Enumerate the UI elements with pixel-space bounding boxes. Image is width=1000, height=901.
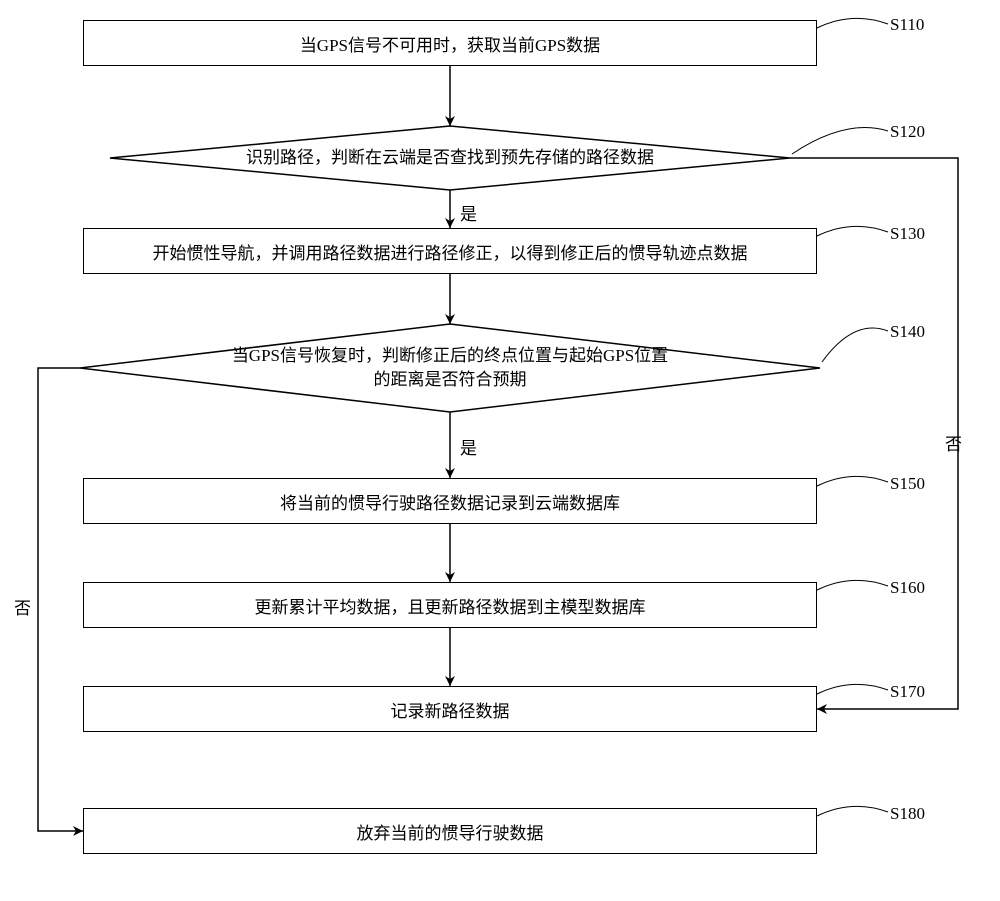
process-s170: 记录新路径数据 <box>83 686 817 732</box>
process-s160-text: 更新累计平均数据，且更新路径数据到主模型数据库 <box>255 593 646 618</box>
step-label-s130: S130 <box>890 224 925 244</box>
process-s130: 开始惯性导航，并调用路径数据进行路径修正，以得到修正后的惯导轨迹点数据 <box>83 228 817 274</box>
step-label-s180: S180 <box>890 804 925 824</box>
process-s130-text: 开始惯性导航，并调用路径数据进行路径修正，以得到修正后的惯导轨迹点数据 <box>153 239 748 264</box>
step-label-s170: S170 <box>890 682 925 702</box>
step-label-s160: S160 <box>890 578 925 598</box>
edge-label-s120-no: 否 <box>945 430 962 455</box>
decision-s120-text: 识别路径，判断在云端是否查找到预先存储的路径数据 <box>246 146 654 170</box>
process-s180: 放弃当前的惯导行驶数据 <box>83 808 817 854</box>
process-s110-text: 当GPS信号不可用时，获取当前GPS数据 <box>300 31 600 56</box>
decision-s140-text: 当GPS信号恢复时，判断修正后的终点位置与起始GPS位置 的距离是否符合预期 <box>232 344 668 392</box>
process-s160: 更新累计平均数据，且更新路径数据到主模型数据库 <box>83 582 817 628</box>
decision-s140: 当GPS信号恢复时，判断修正后的终点位置与起始GPS位置 的距离是否符合预期 <box>182 324 719 412</box>
process-s110: 当GPS信号不可用时，获取当前GPS数据 <box>83 20 817 66</box>
step-label-s110: S110 <box>890 15 924 35</box>
edge-label-s140-no: 否 <box>14 594 31 619</box>
edge-label-s120-yes: 是 <box>460 200 477 225</box>
step-label-s150: S150 <box>890 474 925 494</box>
step-label-s120: S120 <box>890 122 925 142</box>
process-s170-text: 记录新路径数据 <box>391 697 510 722</box>
edge-label-s140-yes: 是 <box>460 434 477 459</box>
process-s180-text: 放弃当前的惯导行驶数据 <box>357 819 544 844</box>
process-s150-text: 将当前的惯导行驶路径数据记录到云端数据库 <box>280 489 620 514</box>
decision-s120: 识别路径，判断在云端是否查找到预先存储的路径数据 <box>204 126 697 190</box>
step-label-s140: S140 <box>890 322 925 342</box>
process-s150: 将当前的惯导行驶路径数据记录到云端数据库 <box>83 478 817 524</box>
